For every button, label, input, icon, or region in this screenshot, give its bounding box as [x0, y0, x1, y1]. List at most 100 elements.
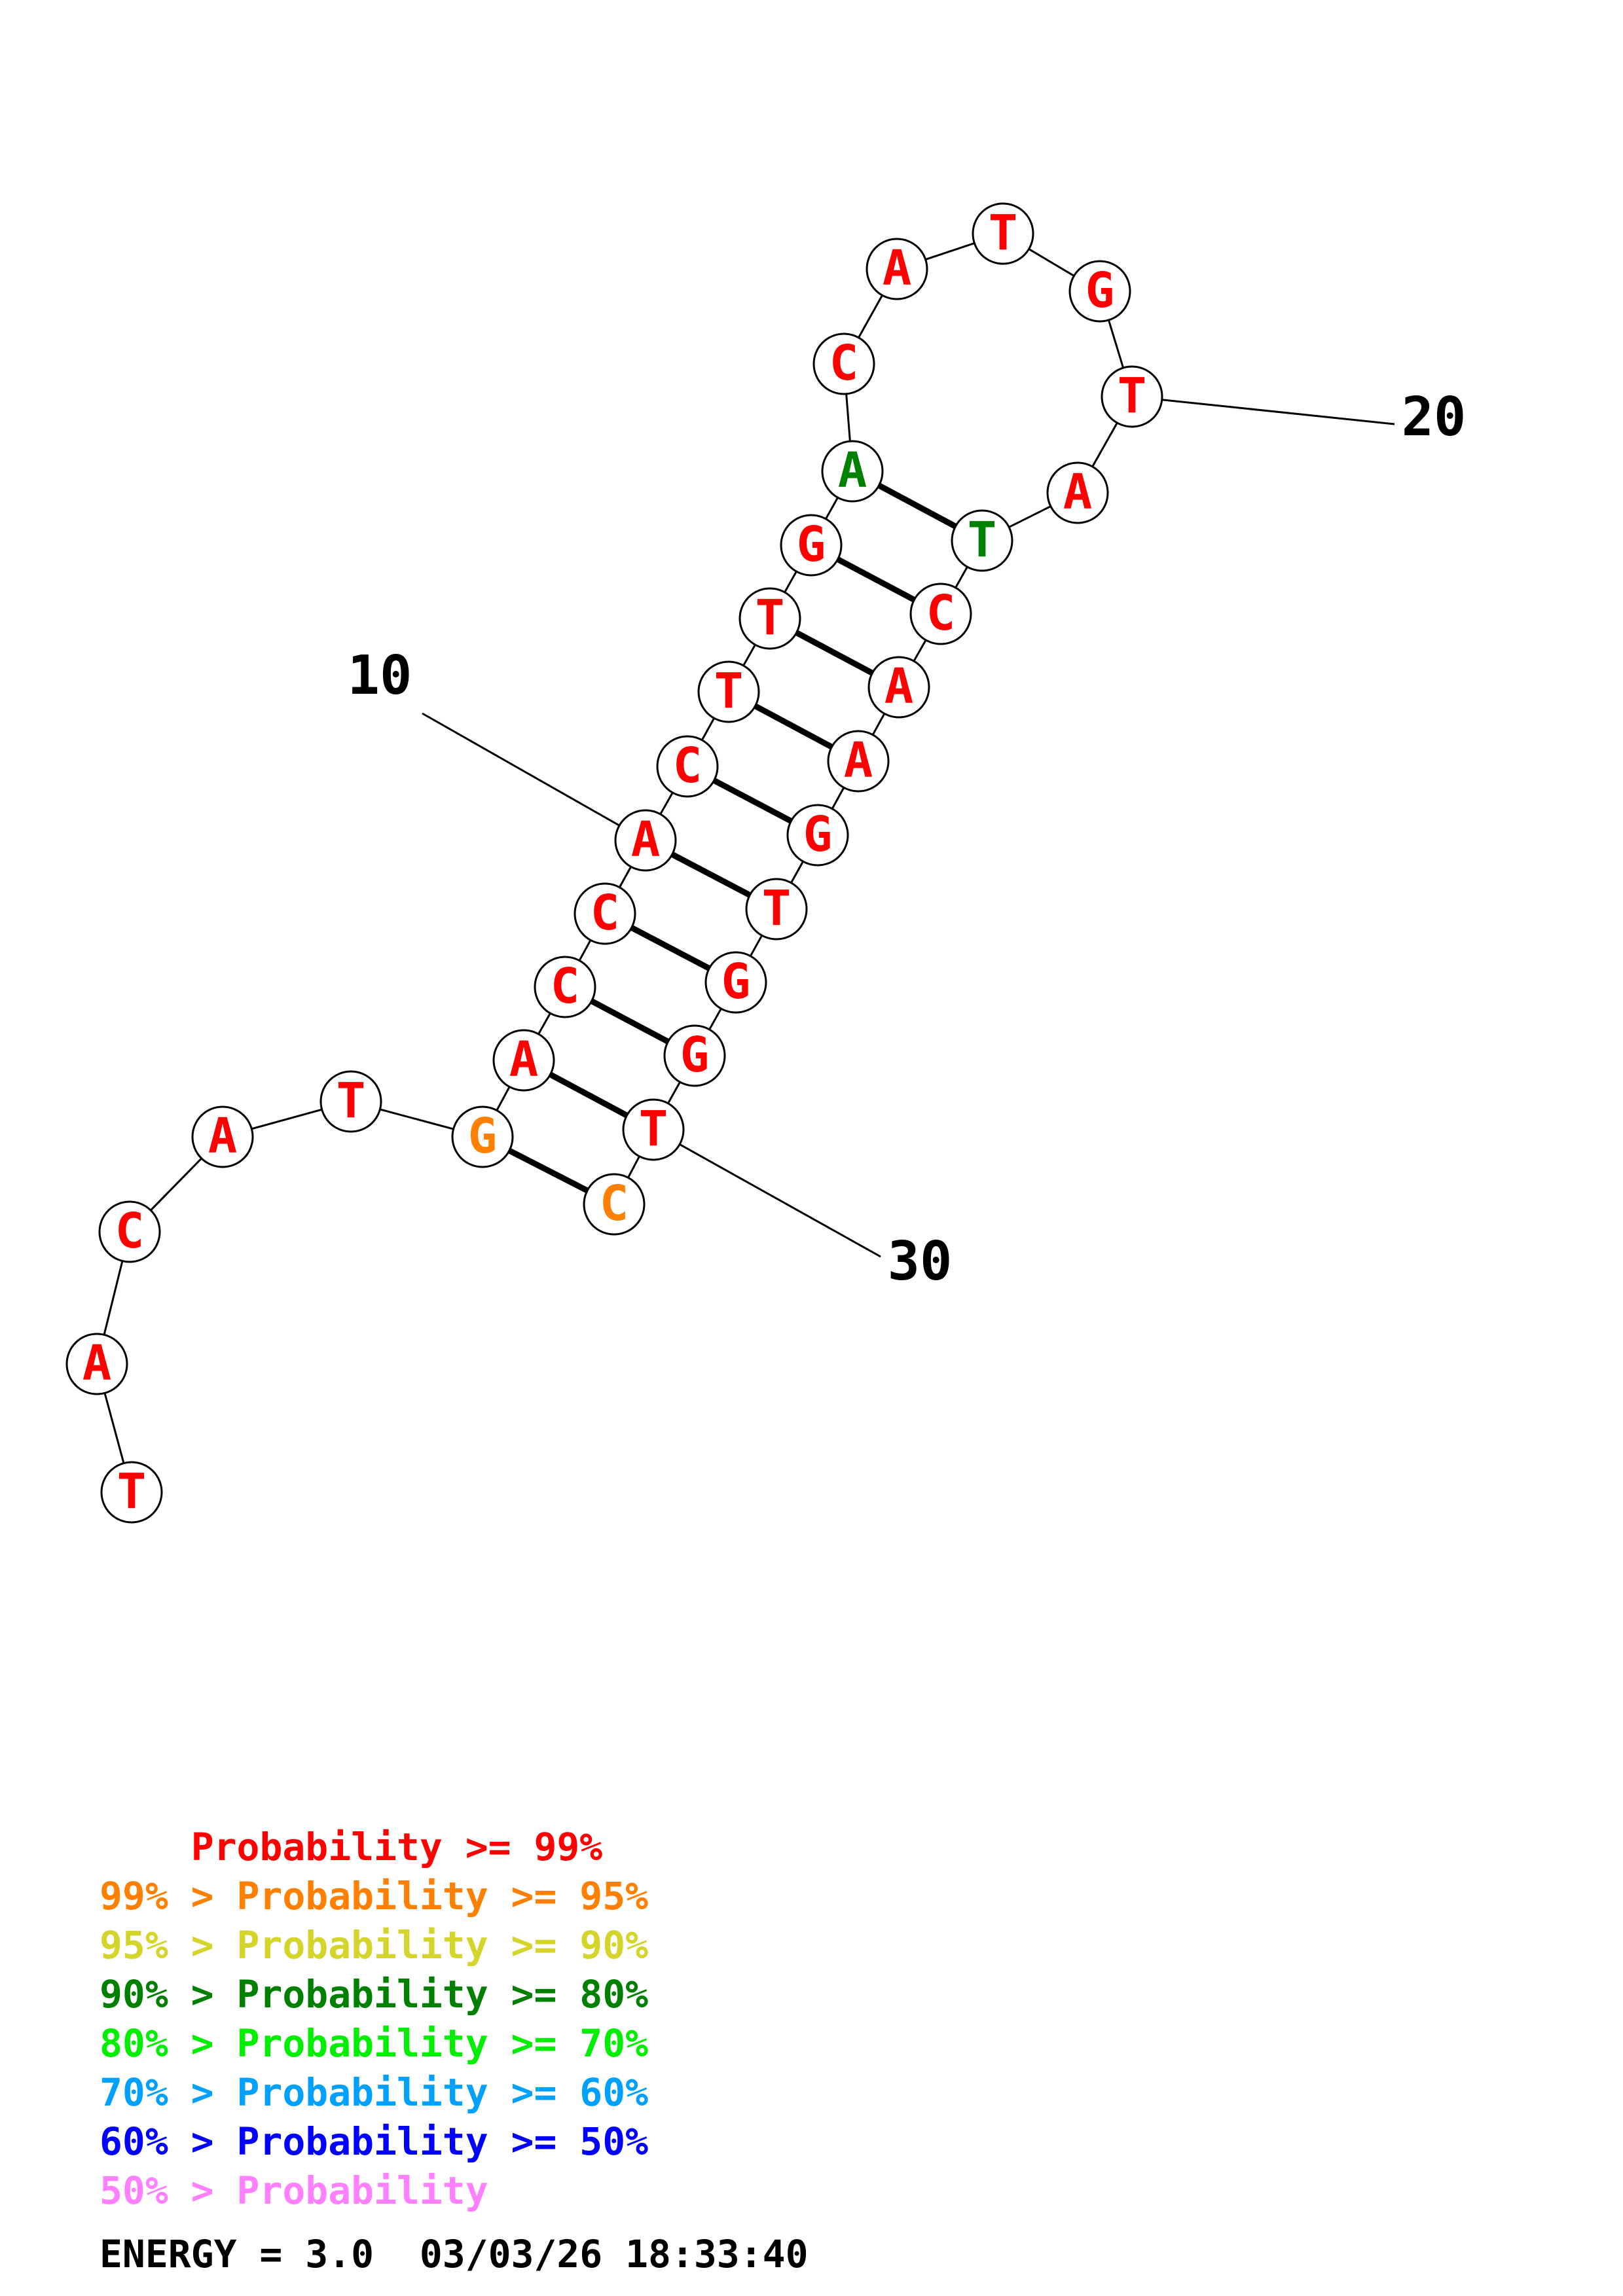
nucleotide-letter: C — [830, 335, 859, 391]
nucleotide-letter: A — [1063, 464, 1093, 520]
nucleotide-node: A — [866, 238, 928, 300]
position-labels: 10 20 30 — [348, 386, 1467, 1293]
nucleotide-circle — [704, 951, 767, 1014]
nucleotide-circle — [786, 804, 849, 867]
position-label: 30 — [888, 1230, 953, 1293]
legend-prefix: 90% > — [100, 1972, 237, 2017]
nucleotide-letter: G — [680, 1027, 710, 1083]
nucleotide-node: C — [656, 735, 719, 798]
nucleotide-circle — [909, 583, 972, 645]
nucleotide-circle — [745, 878, 808, 941]
position-label-leader — [422, 712, 646, 842]
legend-row: 50% > Probability — [100, 2166, 488, 2215]
nucleotide-node: T — [739, 587, 801, 650]
legend-text: Probability >= 80% — [236, 1972, 649, 2017]
nucleotide-letter: A — [838, 442, 867, 499]
nucleotide-node: G — [451, 1105, 514, 1168]
nucleotide-node: A — [492, 1029, 555, 1092]
nucleotide-circle — [65, 1333, 128, 1395]
nucleotide-node: T — [697, 660, 760, 723]
nucleotide-circle — [451, 1105, 514, 1168]
nucleotide-letter: T — [756, 590, 785, 646]
nucleotide-node: G — [780, 514, 843, 577]
nucleotide-node: T — [951, 509, 1013, 572]
nucleotide-letter: C — [115, 1203, 145, 1259]
nucleotide-circle — [951, 509, 1013, 572]
legend-prefix: 80% > — [100, 2021, 237, 2066]
nucleotide-letter: A — [509, 1031, 539, 1088]
nucleotide-node: T — [1101, 365, 1163, 428]
nucleotide-node: C — [534, 956, 596, 1018]
nucleotide-node: T — [745, 878, 808, 941]
nucleotide-letter: C — [600, 1175, 629, 1232]
nucleotide-node: A — [65, 1333, 128, 1395]
nucleotide-node: C — [909, 583, 972, 645]
nucleotide-circle — [622, 1098, 685, 1161]
nucleotide-circle — [614, 809, 677, 872]
legend-prefix: 60% > — [100, 2119, 237, 2164]
legend-prefix: 50% > — [100, 2168, 237, 2213]
legend-row: 70% > Probability >= 60% — [100, 2068, 648, 2117]
nucleotide-node: C — [583, 1173, 646, 1236]
nucleotide-circle — [656, 735, 719, 798]
nucleotide-node: T — [972, 202, 1034, 265]
legend-text: Probability — [236, 2168, 488, 2213]
nucleotide-circle — [574, 882, 636, 945]
nucleotide-letter: C — [926, 585, 956, 641]
nucleotide-letter: A — [844, 732, 873, 789]
nucleotide-circle — [1101, 365, 1163, 428]
nucleotide-letter: T — [989, 205, 1018, 261]
nucleotide-letter: A — [884, 658, 914, 715]
nucleotide-node: T — [622, 1098, 685, 1161]
nucleotide-node: A — [867, 656, 930, 719]
nucleotide-circle — [739, 587, 801, 650]
nucleotide-circle — [492, 1029, 555, 1092]
nucleotide-node: A — [191, 1105, 254, 1168]
energy-timestamp: ENERGY = 3.0 03/03/26 18:33:40 — [100, 2232, 809, 2276]
nucleotide-node: T — [319, 1070, 382, 1133]
nucleotide-node: G — [786, 804, 849, 867]
nucleotide-circle — [1068, 260, 1131, 323]
backbone-lines — [96, 232, 1133, 1493]
nucleotide-letter: A — [631, 812, 661, 868]
nucleotide-circle — [827, 730, 890, 793]
nucleotide-letter: T — [714, 663, 744, 719]
nucleotide-letter: C — [551, 958, 580, 1014]
nucleotide-node: G — [663, 1024, 726, 1087]
nucleotide-letter: A — [208, 1108, 238, 1164]
nucleotide-letter: C — [591, 885, 620, 941]
nucleotide-letter: G — [721, 954, 751, 1010]
nucleotide-node: A — [821, 440, 884, 503]
nucleotide-letter: T — [968, 512, 997, 568]
legend-text: Probability >= 90% — [236, 1923, 649, 1967]
legend-text: Probability >= 60% — [236, 2070, 649, 2115]
legend-row: 90% > Probability >= 80% — [100, 1970, 648, 2019]
position-label: 20 — [1402, 386, 1467, 448]
nucleotide-letter: G — [797, 516, 826, 573]
nucleotide-node: C — [98, 1200, 161, 1263]
nucleotide-letter: T — [337, 1073, 366, 1129]
legend-row: 99% > Probability >= 95% — [100, 1872, 648, 1921]
legend-row: Probability >= 99% — [100, 1823, 603, 1872]
nucleotide-letter: A — [82, 1335, 112, 1391]
legend-row: 80% > Probability >= 70% — [100, 2019, 648, 2068]
nucleotide-letter: T — [762, 880, 792, 937]
position-label: 10 — [348, 645, 412, 707]
nucleotide-node: C — [574, 882, 636, 945]
nucleotide-circle — [866, 238, 928, 300]
nucleotide-letter: G — [468, 1108, 498, 1164]
nucleotide-letter: T — [1118, 368, 1147, 424]
nucleotide-circle — [583, 1173, 646, 1236]
base-pair-lines — [481, 469, 984, 1208]
legend-prefix: 70% > — [100, 2070, 237, 2115]
legend-text: Probability >= 99% — [191, 1825, 603, 1869]
nucleotide-circle — [972, 202, 1034, 265]
nucleotide-node: A — [827, 730, 890, 793]
legend-prefix — [100, 1825, 191, 1869]
position-label-leader-lines — [422, 395, 1395, 1258]
nucleotide-letter: C — [673, 738, 702, 794]
nucleotide-node: A — [1046, 461, 1109, 524]
legend-row: 60% > Probability >= 50% — [100, 2117, 648, 2166]
